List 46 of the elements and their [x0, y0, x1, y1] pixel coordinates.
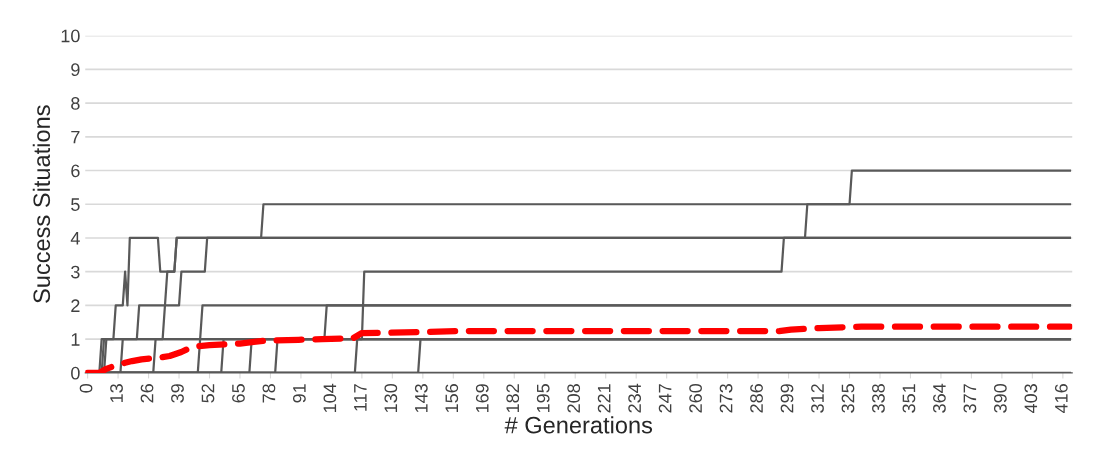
- y-tick-label: 0: [71, 366, 80, 380]
- x-tick-label: 143: [414, 384, 428, 413]
- x-tick-label: 325: [841, 384, 855, 413]
- x-tick-label: 65: [232, 384, 245, 403]
- x-tick-label: 351: [902, 384, 916, 413]
- x-tick-label: 208: [567, 384, 581, 413]
- x-tick-label: 221: [597, 384, 611, 413]
- x-tick-label: 104: [323, 383, 337, 413]
- x-tick-label: 195: [536, 384, 550, 413]
- x-tick-label: 13: [110, 384, 123, 402]
- x-tick-label: 273: [719, 384, 733, 413]
- x-tick-label: 169: [475, 384, 489, 413]
- x-tick-label: 234: [628, 383, 642, 413]
- x-tick-label: 403: [1024, 384, 1038, 413]
- y-tick-label: 2: [71, 299, 80, 312]
- x-tick-label: 338: [872, 384, 885, 413]
- x-tick-label: 390: [993, 383, 1007, 413]
- x-tick-label: 52: [201, 384, 215, 403]
- y-tick-label: 9: [71, 63, 80, 77]
- y-tick-label: 8: [71, 97, 80, 110]
- x-tick-label: 364: [933, 383, 946, 413]
- x-tick-label: 377: [963, 384, 977, 413]
- y-tick-label: 3: [71, 265, 80, 279]
- x-tick-label: 286: [750, 384, 763, 413]
- x-tick-label: 117: [354, 384, 367, 411]
- x-tick-label: 416: [1054, 384, 1068, 413]
- y-tick-label: 1: [71, 333, 80, 346]
- x-tick-label: 39: [171, 384, 184, 403]
- y-axis-title: Success Situations: [32, 105, 51, 303]
- x-axis-title: # Generations: [504, 416, 653, 434]
- x-tick-label: 156: [445, 384, 459, 413]
- x-tick-label: 299: [780, 384, 794, 413]
- x-tick-label: 312: [811, 384, 824, 413]
- y-tick-label: 6: [71, 164, 80, 178]
- y-tick-label: 5: [71, 198, 80, 211]
- x-tick-label: 78: [262, 384, 276, 403]
- x-tick-label: 26: [140, 384, 154, 403]
- x-tick-label: 130: [384, 383, 398, 413]
- x-tick-label: 260: [689, 383, 702, 413]
- x-tick-label: 247: [658, 384, 672, 413]
- x-tick-label: 182: [506, 384, 520, 413]
- y-tick-label: 4: [70, 232, 80, 245]
- y-tick-label: 10: [61, 29, 80, 43]
- y-tick-label: 7: [71, 130, 80, 144]
- x-tick-label: 91: [293, 384, 306, 403]
- x-tick-label: 0: [79, 384, 93, 393]
